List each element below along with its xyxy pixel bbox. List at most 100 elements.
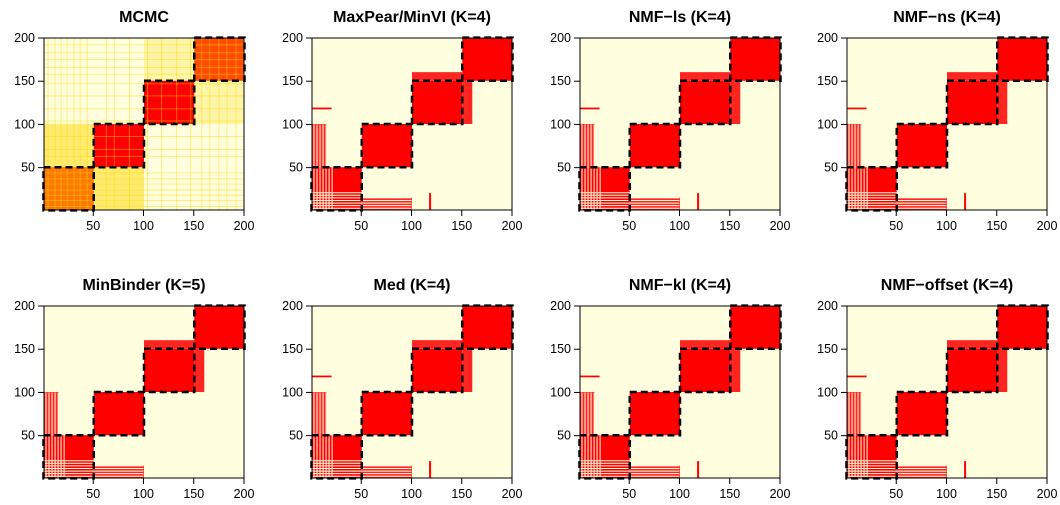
- cluster-block: [361, 392, 412, 436]
- cross-cluster-stripe: [194, 348, 205, 392]
- panel-title: MinBinder (K=5): [82, 277, 205, 294]
- x-tick-label: 150: [986, 219, 1007, 233]
- true-cluster-outline: [360, 390, 414, 437]
- cluster-block: [896, 392, 947, 436]
- cluster-block: [579, 435, 630, 479]
- x-tick-label: 50: [354, 219, 368, 233]
- y-tick-label: 150: [817, 74, 838, 88]
- cluster-block: [311, 167, 362, 211]
- true-cluster-outline: [360, 122, 414, 169]
- y-tick-label: 100: [817, 117, 838, 131]
- y-tick-label: 200: [282, 31, 303, 45]
- x-tick-label: 200: [1037, 219, 1058, 233]
- cross-cluster-stripe: [847, 107, 867, 110]
- x-tick-label: 200: [234, 487, 255, 501]
- cluster-block: [846, 435, 897, 479]
- cross-cluster-stripe: [462, 348, 473, 392]
- cluster-block: [412, 348, 463, 392]
- panel-title: NMF−ls (K=4): [629, 9, 731, 26]
- y-tick-label: 100: [14, 117, 35, 131]
- heatmap-panel-6: Med (K=4) 50 100 150 200 50 100 150 200: [282, 277, 522, 501]
- cluster-block: [997, 305, 1048, 349]
- true-cluster-outline: [678, 79, 732, 126]
- true-cluster-outline: [945, 79, 999, 126]
- y-tick-label: 50: [824, 161, 838, 175]
- cross-cluster-stripe: [580, 107, 600, 110]
- cluster-block: [462, 37, 513, 81]
- cross-cluster-stripe: [697, 461, 700, 478]
- true-cluster-outline: [945, 347, 999, 394]
- y-tick-label: 100: [14, 385, 35, 399]
- cross-cluster-stripe: [964, 193, 967, 210]
- true-cluster-outline: [92, 122, 146, 169]
- panel-title: Med (K=4): [374, 277, 451, 294]
- y-tick-label: 50: [21, 161, 35, 175]
- heatmap-panel-3: NMF−ls (K=4) 50 100 150 200 50 100 150 200: [550, 9, 790, 233]
- true-cluster-outline: [310, 165, 363, 212]
- cluster-block: [43, 435, 94, 479]
- true-cluster-outline: [92, 390, 146, 437]
- cluster-block: [194, 37, 245, 81]
- cluster-block: [311, 435, 362, 479]
- y-tick-label: 150: [550, 74, 571, 88]
- true-cluster-outline: [678, 347, 732, 394]
- cross-cluster-stripe: [947, 340, 998, 349]
- true-cluster-outline: [410, 347, 464, 394]
- x-tick-label: 50: [889, 487, 903, 501]
- true-cluster-outline: [578, 433, 631, 480]
- cross-cluster-stripe: [680, 72, 731, 81]
- x-tick-label: 100: [133, 487, 154, 501]
- cluster-block: [629, 124, 680, 168]
- y-tick-label: 100: [282, 385, 303, 399]
- y-tick-label: 150: [282, 74, 303, 88]
- x-tick-label: 200: [234, 219, 255, 233]
- y-tick-label: 150: [14, 342, 35, 356]
- cluster-block: [846, 167, 897, 211]
- cross-cluster-stripe: [997, 80, 1008, 124]
- y-tick-label: 200: [550, 299, 571, 313]
- x-tick-label: 100: [669, 219, 690, 233]
- y-tick-label: 200: [817, 299, 838, 313]
- y-tick-label: 50: [289, 429, 303, 443]
- y-tick-label: 50: [21, 429, 35, 443]
- x-tick-label: 200: [770, 487, 791, 501]
- heatmap-panel-1: MCMC 50 100 150 200 50 100 150 200: [14, 9, 254, 233]
- true-cluster-outline: [42, 165, 95, 212]
- cross-cluster-stripe: [429, 193, 432, 210]
- x-tick-label: 100: [401, 219, 422, 233]
- x-tick-label: 200: [502, 219, 523, 233]
- y-tick-label: 150: [817, 342, 838, 356]
- true-cluster-outline: [895, 122, 949, 169]
- uncertain-region: [194, 37, 245, 81]
- cross-cluster-stripe: [462, 80, 473, 124]
- x-tick-label: 100: [401, 487, 422, 501]
- panel-title: NMF−kl (K=4): [629, 277, 731, 294]
- cluster-block: [997, 37, 1048, 81]
- cluster-block: [730, 305, 781, 349]
- x-tick-label: 150: [183, 219, 204, 233]
- uncertain-region: [93, 167, 144, 211]
- true-cluster-outline: [142, 347, 196, 394]
- cluster-block: [462, 305, 513, 349]
- uncertain-region: [194, 80, 245, 124]
- true-cluster-outline: [628, 390, 682, 437]
- y-tick-label: 150: [14, 74, 35, 88]
- cross-cluster-stripe: [429, 461, 432, 478]
- cluster-block: [412, 80, 463, 124]
- cluster-block: [629, 392, 680, 436]
- cluster-block: [93, 124, 144, 168]
- panel-title: MCMC: [119, 9, 169, 26]
- cluster-block: [947, 348, 998, 392]
- panel-title: MaxPear/MinVI (K=4): [333, 9, 491, 26]
- x-tick-label: 150: [183, 487, 204, 501]
- cross-cluster-stripe: [964, 461, 967, 478]
- heatmap-panel-4: NMF−ns (K=4) 50 100 150 200 50 100 150 200: [817, 9, 1057, 233]
- y-tick-label: 150: [282, 342, 303, 356]
- y-tick-label: 150: [550, 342, 571, 356]
- x-tick-label: 50: [622, 487, 636, 501]
- y-tick-label: 100: [282, 117, 303, 131]
- x-tick-label: 150: [719, 487, 740, 501]
- cross-cluster-stripe: [997, 348, 1008, 392]
- x-tick-label: 50: [889, 219, 903, 233]
- cross-cluster-stripe: [730, 80, 741, 124]
